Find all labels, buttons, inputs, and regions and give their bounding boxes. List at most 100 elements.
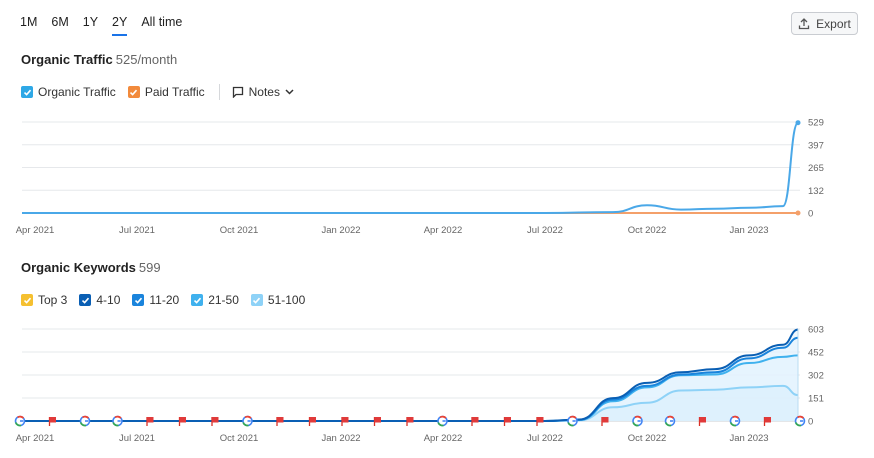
google-update-icon xyxy=(632,415,643,427)
keywords-title: Organic Keywords 599 xyxy=(21,260,161,275)
legend-label: 21-50 xyxy=(208,293,239,307)
x-tick-label: Jul 2022 xyxy=(527,225,563,236)
x-tick-label: Jan 2022 xyxy=(321,433,360,444)
checkbox-checked-icon xyxy=(127,86,140,98)
x-tick-label: Oct 2021 xyxy=(220,433,259,444)
flag-icon xyxy=(601,417,609,426)
keywords-chart: 603 452 302 151 0 Apr 2021 Jul 2021 Oct 2021 Jan… xyxy=(14,325,824,444)
x-tick-label: Apr 2022 xyxy=(424,225,463,236)
legend-4-10[interactable]: 4-10 xyxy=(79,293,120,307)
flag-icon xyxy=(211,417,219,426)
flag-icon xyxy=(406,417,414,426)
notes-label: Notes xyxy=(248,85,280,99)
date-range-tabs: 1M 6M 1Y 2Y All time xyxy=(20,14,182,36)
legend-paid-traffic[interactable]: Paid Traffic xyxy=(127,85,205,99)
x-tick-label: Jul 2021 xyxy=(119,433,155,444)
legend-label: 11-20 xyxy=(149,293,180,307)
export-label: Export xyxy=(816,16,851,31)
legend-label: 4-10 xyxy=(96,293,121,307)
google-update-icon xyxy=(729,415,741,427)
keywords-legend: Top 3 4-10 11-20 21-50 51-100 xyxy=(21,292,317,308)
checkbox-checked-icon xyxy=(21,86,33,98)
legend-label: Top 3 xyxy=(38,293,68,307)
y-tick-label: 302 xyxy=(808,371,824,382)
legend-51-100[interactable]: 51-100 xyxy=(250,293,306,307)
series-point xyxy=(795,120,801,126)
y-tick-label: 265 xyxy=(808,163,824,174)
series-point xyxy=(795,210,801,216)
y-tick-label: 0 xyxy=(808,209,813,220)
x-tick-label: Oct 2021 xyxy=(220,225,259,236)
y-tick-label: 151 xyxy=(808,394,824,405)
notes-dropdown[interactable]: Notes xyxy=(232,85,294,99)
range-tab-1y[interactable]: 1Y xyxy=(82,15,99,29)
traffic-value: 525/month xyxy=(115,52,178,67)
legend-label: Organic Traffic xyxy=(38,85,116,99)
flag-icon xyxy=(373,417,381,426)
flag-icon xyxy=(698,417,706,426)
legend-11-20[interactable]: 11-20 xyxy=(132,293,179,307)
flag-icon xyxy=(471,417,479,426)
google-update-icon xyxy=(79,415,91,427)
x-tick-label: Oct 2022 xyxy=(628,433,667,444)
flag-icon xyxy=(341,417,349,426)
x-tick-label: Jul 2021 xyxy=(119,225,155,236)
legend-label: 51-100 xyxy=(267,293,306,307)
y-tick-label: 132 xyxy=(808,186,824,197)
traffic-title-label: Organic Traffic xyxy=(21,52,113,67)
flag-icon xyxy=(763,417,771,426)
x-tick-label: Apr 2021 xyxy=(16,225,55,236)
legend-top-3[interactable]: Top 3 xyxy=(21,293,67,307)
x-tick-label: Jan 2023 xyxy=(729,225,768,236)
traffic-legend: Organic Traffic Paid Traffic Notes xyxy=(21,84,294,100)
google-update-icon xyxy=(242,415,253,427)
y-tick-label: 397 xyxy=(808,140,824,151)
keywords-title-label: Organic Keywords xyxy=(21,260,136,275)
checkbox-checked-icon xyxy=(250,294,263,306)
y-tick-label: 529 xyxy=(808,118,824,129)
series-area xyxy=(22,385,798,421)
keywords-value: 599 xyxy=(138,260,161,275)
series-line xyxy=(21,121,799,214)
flag-icon xyxy=(48,417,56,426)
range-tab-all-time[interactable]: All time xyxy=(141,15,183,29)
flag-icon xyxy=(308,417,316,426)
x-tick-label: Apr 2022 xyxy=(424,433,463,444)
legend-divider xyxy=(218,84,220,100)
x-tick-label: Oct 2022 xyxy=(628,225,667,236)
x-tick-label: Apr 2021 xyxy=(16,433,55,444)
legend-21-50[interactable]: 21-50 xyxy=(191,293,239,307)
traffic-title: Organic Traffic 525/month xyxy=(21,52,177,67)
flag-icon xyxy=(276,417,284,426)
export-icon xyxy=(799,17,810,29)
google-update-icon xyxy=(567,415,578,427)
range-tab-6m[interactable]: 6M xyxy=(51,15,69,29)
legend-organic-traffic[interactable]: Organic Traffic xyxy=(21,85,116,99)
x-tick-label: Jan 2022 xyxy=(321,225,360,236)
y-tick-label: 452 xyxy=(808,348,824,359)
checkbox-checked-icon xyxy=(191,294,204,306)
x-tick-label: Jul 2022 xyxy=(527,433,563,444)
google-update-icon xyxy=(664,415,676,427)
checkbox-checked-icon xyxy=(79,294,92,306)
note-icon xyxy=(232,86,243,98)
traffic-chart: 529 397 265 132 0 Apr 2021 Jul 2021 Oct 2021 Jan… xyxy=(16,118,824,237)
export-button[interactable]: Export xyxy=(791,12,858,35)
checkbox-checked-icon xyxy=(21,294,33,306)
google-update-icon xyxy=(112,415,123,427)
flag-icon xyxy=(503,417,511,426)
range-tab-1m[interactable]: 1M xyxy=(20,15,38,29)
flag-icon xyxy=(536,417,544,426)
flag-icon xyxy=(178,417,186,426)
google-update-icon xyxy=(14,415,26,427)
checkbox-checked-icon xyxy=(132,294,145,306)
google-update-icon xyxy=(437,415,448,427)
y-tick-label: 0 xyxy=(808,417,813,428)
y-tick-label: 603 xyxy=(808,325,824,336)
x-tick-label: Jan 2023 xyxy=(729,433,768,444)
legend-label: Paid Traffic xyxy=(144,85,205,99)
series-line xyxy=(22,328,799,422)
flag-icon xyxy=(146,417,154,426)
chevron-down-icon xyxy=(285,89,294,95)
range-tab-2y[interactable]: 2Y xyxy=(112,14,128,36)
